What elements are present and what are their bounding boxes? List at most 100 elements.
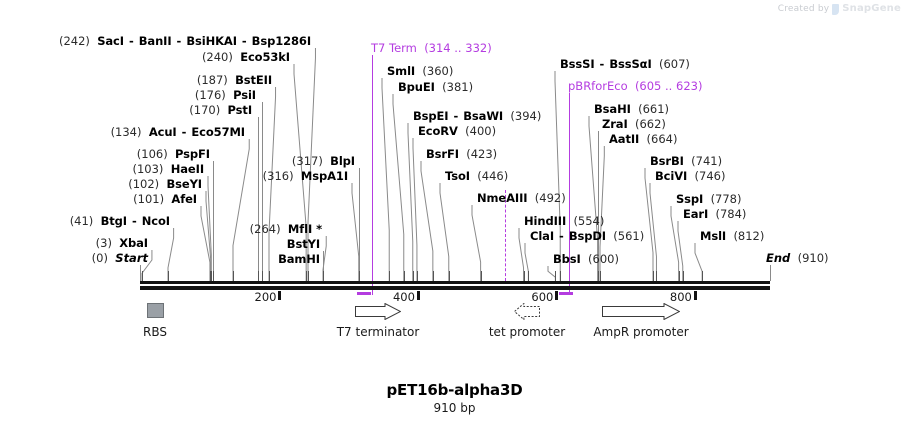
enzyme-name: BsaWI [463,109,504,123]
cut-site-tick [653,271,654,281]
ruler-tick-label: 200 [254,290,277,304]
cut-site-tick [597,271,599,281]
enzyme-label-bcivi[interactable]: BciVI (746) [655,170,725,183]
enzyme-label-afei[interactable]: (101) AfeI [133,193,197,206]
enzyme-position: (446) [477,169,509,183]
leader-line [231,139,251,281]
cut-site-tick [656,271,658,281]
enzyme-label-bamhi[interactable]: BamHI [278,253,320,266]
enzyme-position: (317) [291,154,323,168]
enzyme-name: BlpI [330,154,355,168]
enzyme-name: MslI [700,229,727,243]
primer-label-t7-term[interactable]: T7 Term (314 .. 332) [371,42,492,55]
enzyme-label-sac1-group[interactable]: (242) SacI - BanII - BsiHKAI - Bsp1286I [59,35,311,48]
enzyme-separator: - [177,125,191,139]
leader-line [419,161,435,281]
primer-leader-line [372,55,373,295]
enzyme-label-smli[interactable]: SmlI (360) [387,65,453,78]
terminal-label-end[interactable]: End (910) [766,252,829,265]
enzyme-label-aatii[interactable]: AatII (664) [609,133,677,146]
cut-site-tick [322,271,324,281]
enzyme-position: (264) [249,222,281,236]
enzyme-label-zrai[interactable]: ZraI (662) [602,118,666,131]
enzyme-name: PsiI [233,88,256,102]
leader-line [267,87,278,281]
enzyme-name: BssSI [560,57,595,71]
enzyme-name: MspA1I [300,169,348,183]
enzyme-label-msli[interactable]: MslI (812) [700,230,764,243]
enzyme-label-sspi[interactable]: SspI (778) [676,193,742,206]
enzyme-label-psti[interactable]: (170) PstI [189,104,252,117]
enzyme-position: (812) [733,229,765,243]
ruler-tick-label: 800 [669,290,692,304]
enzyme-position: (170) [189,103,221,117]
enzyme-label-haeii[interactable]: (103) HaeII [133,163,205,176]
terminal-position: (0) [91,251,108,265]
enzyme-label-bpuei[interactable]: BpuEI (381) [398,81,473,94]
cut-site-tick [528,271,530,281]
enzyme-label-bsrfi[interactable]: BsrFI (423) [426,148,497,161]
leader-line [406,123,415,281]
leader-line [213,161,215,281]
cut-site-tick [678,271,680,281]
enzyme-position: (41) [69,214,94,228]
primer-marker-pbrforeco [558,292,573,295]
leader-line [411,138,419,281]
terminal-label-start[interactable]: (0) Start [92,252,148,265]
enzyme-label-blpi[interactable]: (317) BlpI [292,155,355,168]
feature-name: tet promoter [488,325,566,339]
leader-line [261,102,263,281]
enzyme-label-eari[interactable]: EarI (784) [683,208,746,221]
enzyme-label-xbai[interactable]: (3) XbaI [96,237,148,250]
enzyme-name: BamHI [278,252,320,266]
enzyme-name: ClaI [530,229,555,243]
enzyme-label-bsahi[interactable]: BsaHI (661) [594,103,669,116]
leader-line [598,131,600,281]
cut-site-tick [416,271,418,281]
enzyme-label-tsoi[interactable]: TsoI (446) [445,170,508,183]
enzyme-label-bsrbi[interactable]: BsrBI (741) [650,155,722,168]
cut-site-tick [682,271,684,281]
enzyme-label-clai-group[interactable]: ClaI - BspDI (561) [530,230,644,243]
enzyme-name: PstI [227,103,253,117]
primer-range: (605 .. 623) [634,79,703,93]
enzyme-label-mfli[interactable]: (264) MflI * [250,223,322,236]
enzyme-name: BstEII [235,73,272,87]
enzyme-name: Eco53kI [240,50,290,64]
enzyme-position: (360) [422,64,454,78]
enzyme-name: SmlI [387,64,416,78]
leader-line [470,205,483,281]
enzyme-label-mspa1i[interactable]: (316) MspA1I [263,170,348,183]
watermark-prefix: Created by [777,3,830,14]
enzyme-name: BanII [138,34,172,48]
enzyme-label-eco53ki[interactable]: (240) Eco53kI [202,51,290,64]
enzyme-label-bstyi[interactable]: BstYI [287,238,320,251]
enzyme-position: (3) [95,236,112,250]
enzyme-name: BseYI [166,177,202,191]
feature-glyph-box [147,303,164,318]
enzyme-label-btgi-group[interactable]: (41) BtgI - NcoI [70,215,170,228]
enzyme-name: BsrBI [650,154,684,168]
ruler-tick-label: 400 [392,290,415,304]
leader-line [204,191,213,281]
primer-name: T7 Term [371,41,417,55]
enzyme-label-hindiii[interactable]: HindIII (554) [524,215,604,228]
enzyme-label-bspei-group[interactable]: BspEI - BsaWI (394) [413,110,541,123]
ruler-tick [693,291,697,300]
enzyme-position: (741) [691,154,723,168]
enzyme-label-acui-group[interactable]: (134) AcuI - Eco57MI [111,125,246,139]
enzyme-label-bseyi[interactable]: (102) BseYI [128,178,202,191]
enzyme-name: BssSαI [609,57,652,71]
enzyme-label-bsteii[interactable]: (187) BstEII [197,74,272,87]
enzyme-label-pspfi[interactable]: (106) PspFI [137,148,210,161]
ruler-tick-label: 600 [531,290,554,304]
enzyme-position: (778) [710,192,742,206]
enzyme-label-ecorv[interactable]: EcoRV (400) [418,125,496,138]
enzyme-label-psii[interactable]: (176) PsiI [195,89,256,102]
primer-label-pbrforeco[interactable]: pBRforEco (605 .. 623) [568,80,702,93]
enzyme-name: ZraI [602,117,628,131]
cut-site-tick [403,271,405,281]
enzyme-label-bsssi-group[interactable]: BssSI - BssSαI (607) [560,58,690,71]
enzyme-label-bbsi[interactable]: BbsI (600) [553,253,619,266]
enzyme-label-nmeaiii[interactable]: NmeAIII (492) [477,192,566,205]
